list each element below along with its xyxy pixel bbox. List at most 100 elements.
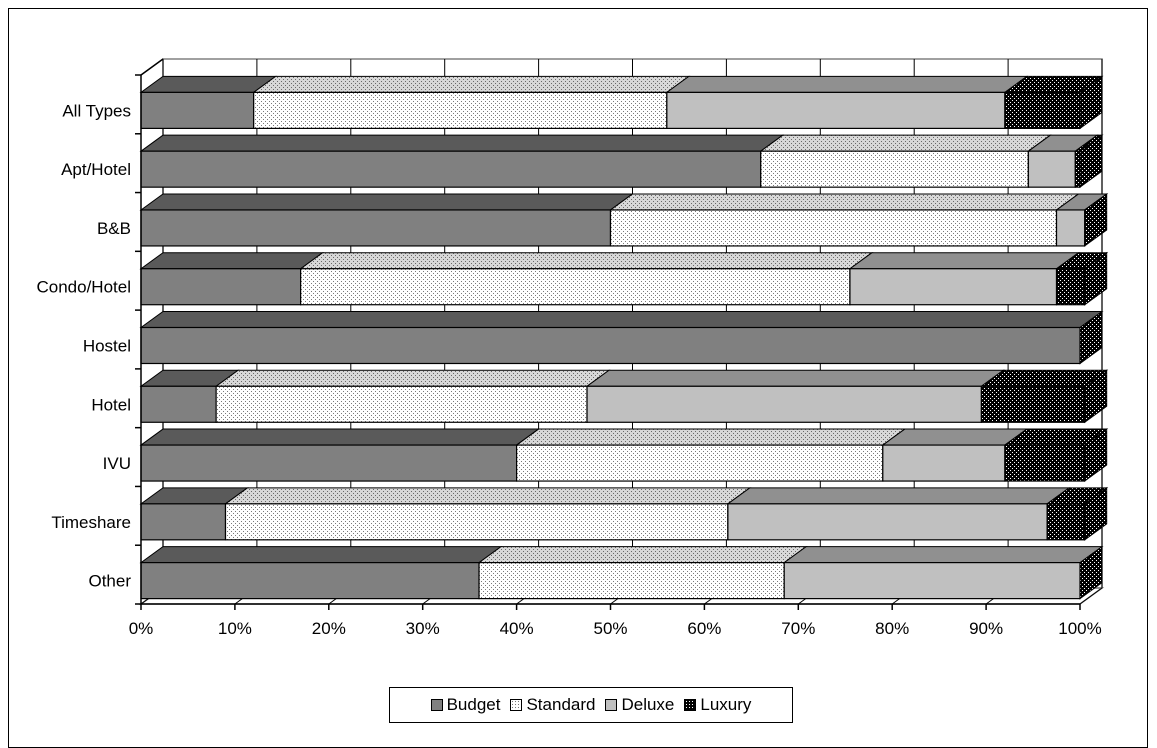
legend-item-budget: Budget — [430, 695, 501, 715]
bar-top-budget-other — [139, 546, 503, 564]
bar-deluxe-apt-hotel — [1027, 150, 1076, 188]
bar-end-b-b — [1084, 192, 1108, 247]
legend-item-deluxe: Deluxe — [605, 695, 674, 715]
bar-luxury-hotel — [980, 385, 1086, 423]
x-tick-label: 20% — [312, 619, 346, 638]
bar-standard-apt-hotel — [760, 150, 1029, 188]
bar-budget-all-types — [140, 91, 255, 129]
category-labels: All Types Apt/Hotel B&B Condo/Hotel Hostel Ho… — [36, 101, 131, 590]
category-label-b-b: B&B — [97, 219, 131, 238]
bar-standard-ivu — [516, 444, 884, 482]
bar-standard-hotel — [215, 385, 588, 423]
bar-top-standard-condo-hotel — [299, 252, 874, 270]
bar-end-hotel — [1084, 369, 1108, 424]
bar-top-budget-apt-hotel — [139, 134, 785, 152]
category-label-hotel: Hotel — [91, 395, 131, 414]
legend-item-luxury: Luxury — [684, 695, 751, 715]
legend-label-luxury: Luxury — [700, 695, 752, 714]
bar-standard-all-types — [253, 91, 668, 129]
bar-luxury-timeshare — [1046, 503, 1086, 541]
bar-top-budget-hostel — [139, 311, 1104, 328]
bar-standard-other — [478, 562, 785, 600]
bar-top-deluxe-all-types — [665, 75, 1029, 93]
bar-budget-b-b — [140, 209, 612, 247]
axes — [135, 58, 1081, 610]
x-tick-labels: 0% 10% 20% 30% 40% 50% 60% 70% 80% 90% 100% — [129, 619, 1102, 638]
category-label-condo-hotel: Condo/Hotel — [36, 278, 131, 297]
bar-deluxe-all-types — [666, 91, 1006, 129]
bar-deluxe-ivu — [882, 444, 1006, 482]
bar-area — [139, 75, 1109, 600]
stacked-bar-chart: All Types Apt/Hotel B&B Condo/Hotel Hostel Ho… — [36, 58, 1109, 638]
bar-budget-condo-hotel — [140, 268, 302, 306]
bar-luxury-all-types — [1004, 91, 1081, 129]
legend-swatch-deluxe — [605, 699, 618, 711]
x-tick-label: 80% — [875, 619, 909, 638]
category-label-apt-hotel: Apt/Hotel — [61, 160, 131, 179]
bar-top-budget-condo-hotel — [139, 252, 325, 270]
bar-top-standard-timeshare — [223, 487, 752, 505]
bar-top-deluxe-hotel — [585, 369, 1005, 387]
bar-end-ivu — [1084, 428, 1108, 483]
bar-budget-timeshare — [140, 503, 227, 541]
bar-top-deluxe-timeshare — [726, 487, 1071, 505]
bar-standard-condo-hotel — [300, 268, 851, 306]
bar-top-standard-ivu — [515, 428, 907, 446]
legend: Budget Standard Deluxe Luxury — [389, 687, 793, 723]
bar-top-standard-all-types — [252, 75, 691, 93]
x-tick-label: 70% — [781, 619, 815, 638]
category-label-ivu: IVU — [103, 454, 131, 473]
x-tick-label: 100% — [1058, 619, 1101, 638]
bar-luxury-ivu — [1004, 444, 1086, 482]
bar-top-deluxe-condo-hotel — [848, 252, 1081, 270]
bar-end-apt-hotel — [1079, 134, 1103, 189]
category-label-hostel: Hostel — [83, 337, 131, 356]
category-label-timeshare: Timeshare — [51, 513, 131, 532]
bar-luxury-condo-hotel — [1055, 268, 1086, 306]
x-tick-label: 30% — [406, 619, 440, 638]
bar-budget-ivu — [140, 444, 518, 482]
bar-luxury-apt-hotel — [1074, 150, 1081, 188]
bar-standard-b-b — [609, 209, 1058, 247]
chart-frame: All Types Apt/Hotel B&B Condo/Hotel Hostel Ho… — [8, 8, 1148, 748]
x-tick-label: 10% — [218, 619, 252, 638]
legend-label-standard: Standard — [526, 695, 596, 714]
legend-item-standard: Standard — [510, 695, 595, 715]
bar-top-deluxe-other — [782, 546, 1104, 564]
bar-budget-hotel — [140, 385, 217, 423]
bar-deluxe-hotel — [586, 385, 983, 423]
bar-end-all-types — [1079, 75, 1103, 130]
bar-top-deluxe-ivu — [881, 428, 1029, 446]
legend-swatch-budget — [430, 699, 443, 711]
floor-gridline — [1079, 587, 1103, 605]
category-label-all-types: All Types — [62, 101, 131, 120]
bar-budget-apt-hotel — [140, 150, 762, 188]
legend-swatch-luxury — [684, 699, 697, 711]
bar-deluxe-condo-hotel — [849, 268, 1058, 306]
bar-end-other — [1079, 545, 1103, 600]
legend-label-budget: Budget — [446, 695, 501, 714]
bar-deluxe-other — [783, 562, 1081, 600]
x-tick-label: 40% — [500, 619, 534, 638]
bar-standard-timeshare — [224, 503, 729, 541]
legend-swatch-standard — [510, 699, 523, 711]
category-label-other: Other — [88, 572, 131, 591]
bar-deluxe-timeshare — [727, 503, 1048, 541]
bar-end-hostel — [1079, 310, 1103, 365]
bar-top-budget-all-types — [139, 75, 278, 93]
bar-top-standard-hotel — [214, 369, 611, 387]
bar-top-standard-other — [477, 546, 808, 564]
bar-top-standard-apt-hotel — [759, 134, 1052, 152]
bar-top-standard-b-b — [608, 193, 1081, 211]
x-tick-label: 50% — [593, 619, 627, 638]
legend-label-deluxe: Deluxe — [621, 695, 675, 714]
bar-end-condo-hotel — [1084, 251, 1108, 306]
x-tick-label: 90% — [969, 619, 1003, 638]
bar-end-timeshare — [1084, 486, 1108, 541]
bar-top-budget-ivu — [139, 428, 541, 446]
bar-budget-hostel — [140, 326, 1081, 365]
x-tick-label: 60% — [687, 619, 721, 638]
bar-deluxe-b-b — [1055, 209, 1086, 247]
y-axis-top-edge — [140, 58, 164, 76]
bar-top-budget-b-b — [139, 193, 635, 211]
